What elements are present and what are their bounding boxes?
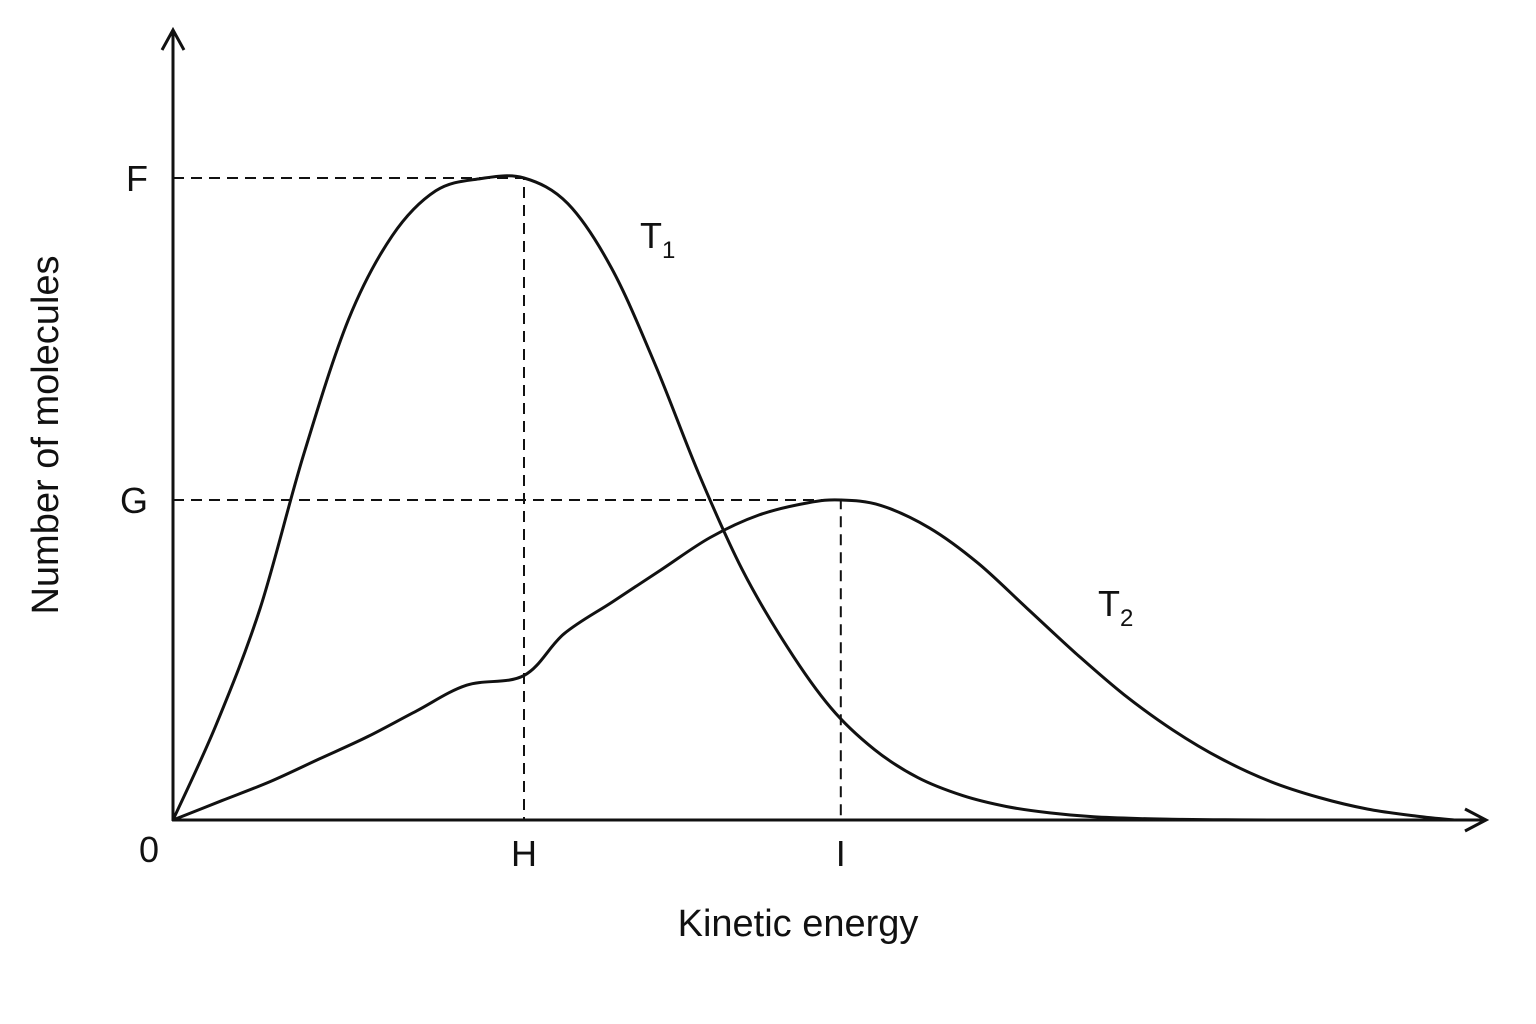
x-axis-title: Kinetic energy — [678, 903, 919, 945]
y-axis-title: Number of molecules — [25, 255, 67, 614]
axes — [160, 26, 1490, 833]
x-tick-label-h: H — [511, 833, 537, 874]
series-label-t2: T2 — [1098, 583, 1133, 632]
y-axis-arrow — [160, 26, 186, 51]
x-tick-label-i: I — [836, 833, 846, 874]
series-curve-t2 — [171, 498, 1457, 822]
reference-lines — [173, 177, 842, 820]
series-label-main: T — [1098, 583, 1120, 624]
guide-g-i — [173, 499, 842, 820]
series-label-subscript: 2 — [1120, 605, 1133, 632]
x-tick-label-0: 0 — [139, 829, 159, 870]
series-label-subscript: 1 — [662, 237, 675, 264]
series-label-t1: T1 — [640, 215, 675, 264]
x-axis-arrow — [1464, 807, 1490, 833]
series-curve-t1 — [171, 174, 1271, 822]
series-label-main: T — [640, 215, 662, 256]
x-tick-labels: 0 H I — [139, 829, 846, 874]
y-tick-label-g: G — [120, 480, 148, 521]
series-curves — [171, 174, 1457, 822]
y-tick-labels: FG — [120, 158, 148, 521]
y-tick-label-f: F — [126, 158, 148, 199]
